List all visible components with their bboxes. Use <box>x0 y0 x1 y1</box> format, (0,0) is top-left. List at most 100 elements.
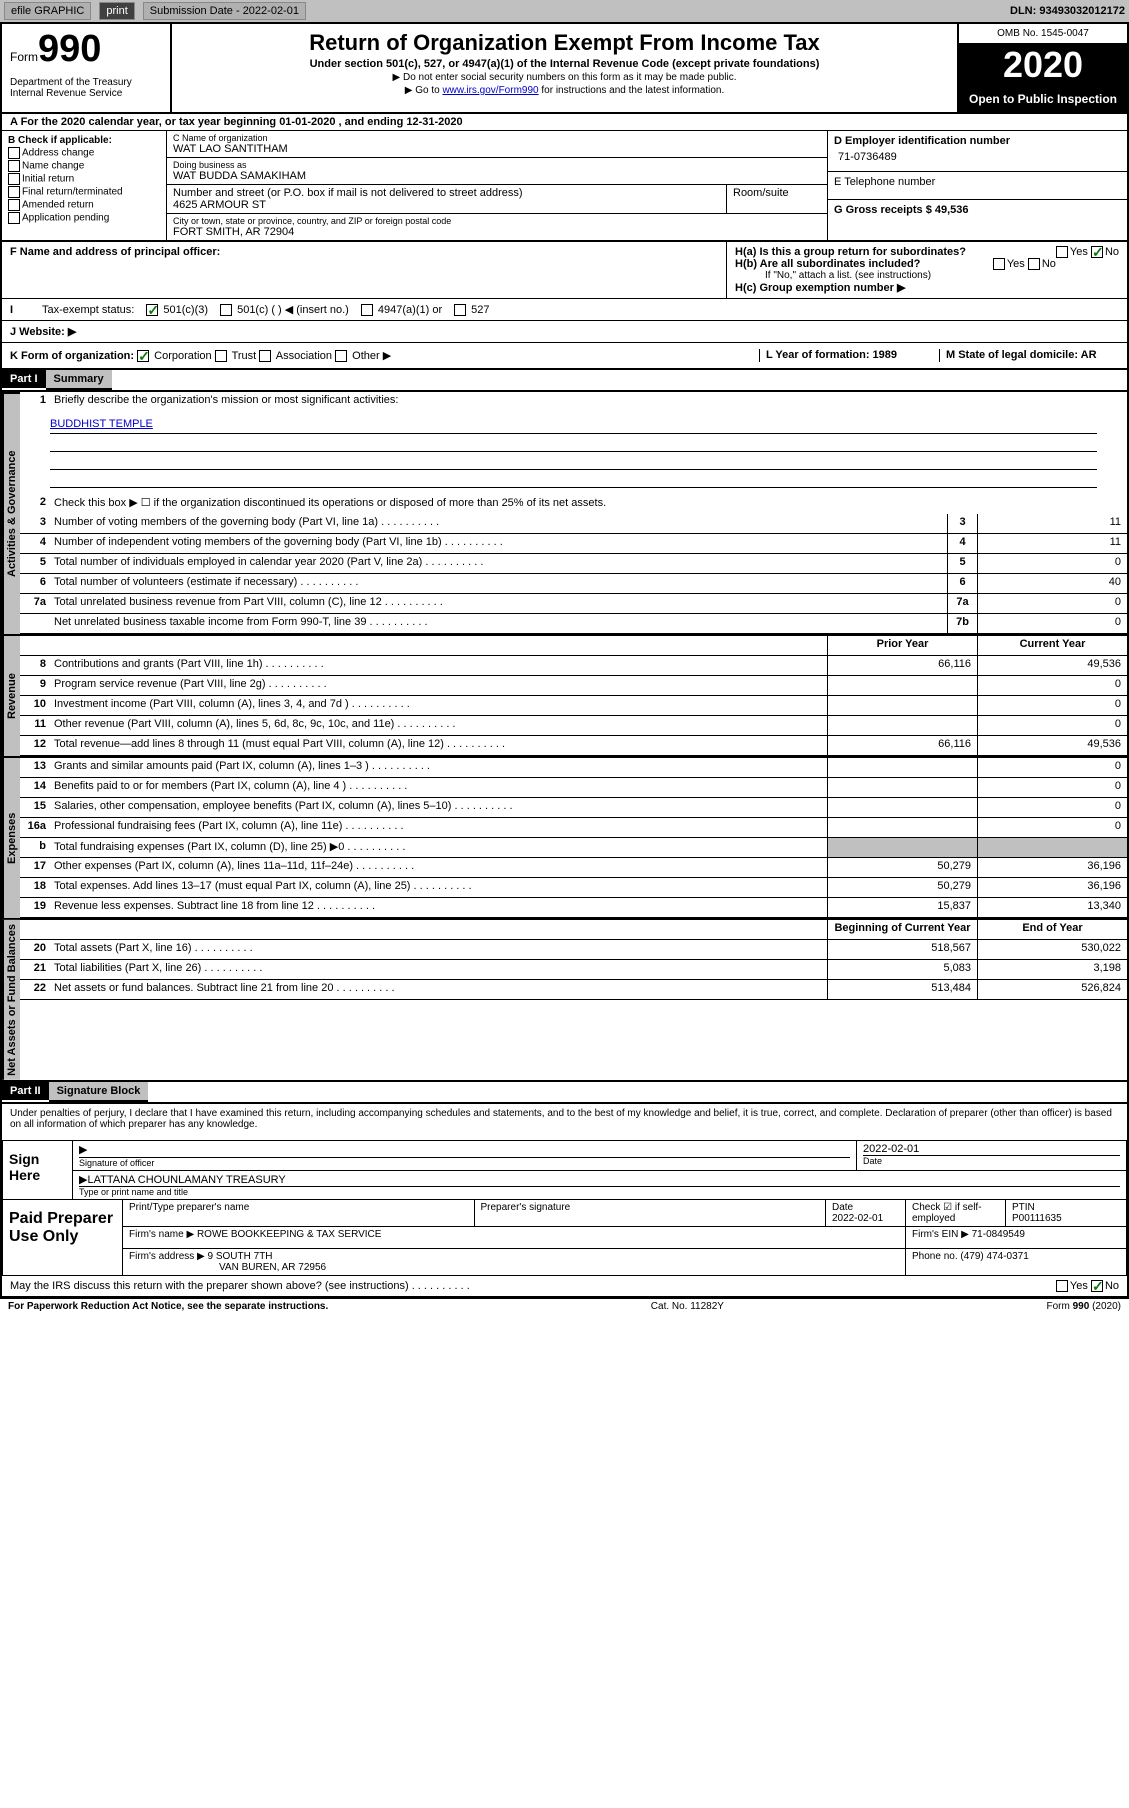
line-9: 9Program service revenue (Part VIII, lin… <box>20 676 1127 696</box>
line-6: 6Total number of volunteers (estimate if… <box>20 574 1127 594</box>
part2-header: Part IISignature Block <box>2 1082 1127 1104</box>
dba-name: WAT BUDDA SAMAKIHAM <box>173 170 821 182</box>
section-b-to-g: B Check if applicable: Address change Na… <box>2 131 1127 242</box>
self-employed-check[interactable]: Check ☑ if self-employed <box>906 1200 1006 1226</box>
row-a-tax-year: A For the 2020 calendar year, or tax yea… <box>2 114 1127 131</box>
line-20: 20Total assets (Part X, line 16)518,5675… <box>20 940 1127 960</box>
efile-label: efile GRAPHIC <box>4 2 91 20</box>
form-header: Form990 Department of the Treasury Inter… <box>2 24 1127 114</box>
line-14: 14Benefits paid to or for members (Part … <box>20 778 1127 798</box>
line-5: 5Total number of individuals employed in… <box>20 554 1127 574</box>
discuss-yes[interactable] <box>1056 1280 1068 1292</box>
chk-corp[interactable]: Corporation <box>137 350 212 362</box>
form-word: Form <box>10 50 38 64</box>
omb-number: OMB No. 1545-0047 <box>959 24 1127 44</box>
chk-amended[interactable]: Amended return <box>8 199 160 211</box>
dept-treasury: Department of the Treasury Internal Reve… <box>10 77 162 99</box>
firm-addr1: 9 SOUTH 7TH <box>208 1251 273 1262</box>
col-prior: Prior Year <box>827 636 977 655</box>
open-public: Open to Public Inspection <box>959 86 1127 112</box>
room-label: Room/suite <box>733 187 821 199</box>
chk-address[interactable]: Address change <box>8 147 160 159</box>
col-end: End of Year <box>977 920 1127 939</box>
irs-link[interactable]: www.irs.gov/Form990 <box>442 85 538 96</box>
c-label: C Name of organization <box>173 133 821 143</box>
line-22: 22Net assets or fund balances. Subtract … <box>20 980 1127 1000</box>
discuss-no[interactable] <box>1091 1280 1103 1292</box>
col-begin: Beginning of Current Year <box>827 920 977 939</box>
hb-note: If "No," attach a list. (see instruction… <box>735 270 1119 281</box>
k-label: K Form of organization: <box>10 350 134 362</box>
line-21: 21Total liabilities (Part X, line 26)5,0… <box>20 960 1127 980</box>
chk-initial[interactable]: Initial return <box>8 173 160 185</box>
netassets-section: Net Assets or Fund Balances Beginning of… <box>2 918 1127 1082</box>
line-7b: Net unrelated business taxable income fr… <box>20 614 1127 634</box>
ssn-note: ▶ Do not enter social security numbers o… <box>180 72 949 83</box>
line-b: bTotal fundraising expenses (Part IX, co… <box>20 838 1127 858</box>
row-k-lm: K Form of organization: Corporation Trus… <box>2 343 1127 370</box>
line-19: 19Revenue less expenses. Subtract line 1… <box>20 898 1127 918</box>
sig-date: 2022-02-01 <box>863 1143 1120 1155</box>
prep-name-lbl: Print/Type preparer's name <box>123 1200 475 1226</box>
hc-label: H(c) Group exemption number ▶ <box>735 281 1119 294</box>
page-footer: For Paperwork Reduction Act Notice, see … <box>0 1299 1129 1314</box>
expenses-section: Expenses 13Grants and similar amounts pa… <box>2 756 1127 918</box>
declaration: Under penalties of perjury, I declare th… <box>2 1104 1127 1134</box>
row-j-website: J Website: ▶ <box>2 321 1127 343</box>
e-label: E Telephone number <box>834 176 1121 188</box>
chk-other[interactable]: Other ▶ <box>335 350 391 362</box>
revenue-section: Revenue Prior YearCurrent Year 8Contribu… <box>2 634 1127 756</box>
chk-final[interactable]: Final return/terminated <box>8 186 160 198</box>
form-title: Return of Organization Exempt From Incom… <box>180 30 949 56</box>
addr-label: Number and street (or P.O. box if mail i… <box>173 187 720 199</box>
org-name: WAT LAO SANTITHAM <box>173 143 821 155</box>
hb-question: H(b) Are all subordinates included? Yes … <box>735 258 1119 270</box>
submission-date: Submission Date - 2022-02-01 <box>143 2 306 20</box>
firm-name: ROWE BOOKKEEPING & TAX SERVICE <box>197 1229 382 1240</box>
d-label: D Employer identification number <box>834 135 1010 147</box>
line-3: 3Number of voting members of the governi… <box>20 514 1127 534</box>
form-subtitle: Under section 501(c), 527, or 4947(a)(1)… <box>180 58 949 70</box>
tab-netassets: Net Assets or Fund Balances <box>2 920 20 1080</box>
prep-date: 2022-02-01 <box>832 1213 883 1224</box>
officer-sig: ▶ <box>79 1143 850 1157</box>
part1-body: Activities & Governance 1Briefly describ… <box>2 392 1127 634</box>
row-f-h: F Name and address of principal officer:… <box>2 242 1127 299</box>
line-18: 18Total expenses. Add lines 13–17 (must … <box>20 878 1127 898</box>
paid-preparer-label: Paid Preparer Use Only <box>3 1200 123 1275</box>
dba-label: Doing business as <box>173 160 821 170</box>
tax-year: 2020 <box>959 44 1127 86</box>
footer-right: Form 990 (2020) <box>1047 1301 1121 1312</box>
chk-501c[interactable]: 501(c) ( ) ◀ (insert no.) <box>220 303 349 316</box>
m-state: M State of legal domicile: AR <box>946 349 1097 361</box>
tab-governance: Activities & Governance <box>2 392 20 634</box>
part1-header: Part ISummary <box>2 370 1127 392</box>
chk-527[interactable]: 527 <box>454 304 489 316</box>
ptin: P00111635 <box>1012 1213 1062 1224</box>
f-label: F Name and address of principal officer: <box>10 246 220 258</box>
sign-here-label: Sign Here <box>3 1141 73 1199</box>
paid-preparer-block: Paid Preparer Use Only Print/Type prepar… <box>2 1200 1127 1276</box>
officer-name: LATTANA CHOUNLAMANY TREASURY <box>87 1174 285 1186</box>
form-number: 990 <box>38 28 101 70</box>
chk-name[interactable]: Name change <box>8 160 160 172</box>
city-state-zip: FORT SMITH, AR 72904 <box>173 226 821 238</box>
chk-4947[interactable]: 4947(a)(1) or <box>361 304 442 316</box>
firm-phone: (479) 474-0371 <box>960 1251 1028 1262</box>
street-address: 4625 ARMOUR ST <box>173 199 720 211</box>
print-button[interactable]: print <box>99 2 134 20</box>
chk-501c3[interactable]: 501(c)(3) <box>146 304 208 316</box>
chk-pending[interactable]: Application pending <box>8 212 160 224</box>
prep-sig-lbl: Preparer's signature <box>475 1200 827 1226</box>
line-15: 15Salaries, other compensation, employee… <box>20 798 1127 818</box>
firm-addr2: VAN BUREN, AR 72956 <box>129 1262 326 1273</box>
ein: 71-0736489 <box>834 147 1121 167</box>
chk-assoc[interactable]: Association <box>259 350 332 362</box>
i-label: Tax-exempt status: <box>42 304 134 316</box>
chk-trust[interactable]: Trust <box>215 350 257 362</box>
b-header: B Check if applicable: <box>8 135 112 146</box>
tab-expenses: Expenses <box>2 758 20 918</box>
discuss-row: May the IRS discuss this return with the… <box>2 1276 1127 1297</box>
sign-here-block: Sign Here ▶ Signature of officer 2022-02… <box>2 1140 1127 1200</box>
line-17: 17Other expenses (Part IX, column (A), l… <box>20 858 1127 878</box>
